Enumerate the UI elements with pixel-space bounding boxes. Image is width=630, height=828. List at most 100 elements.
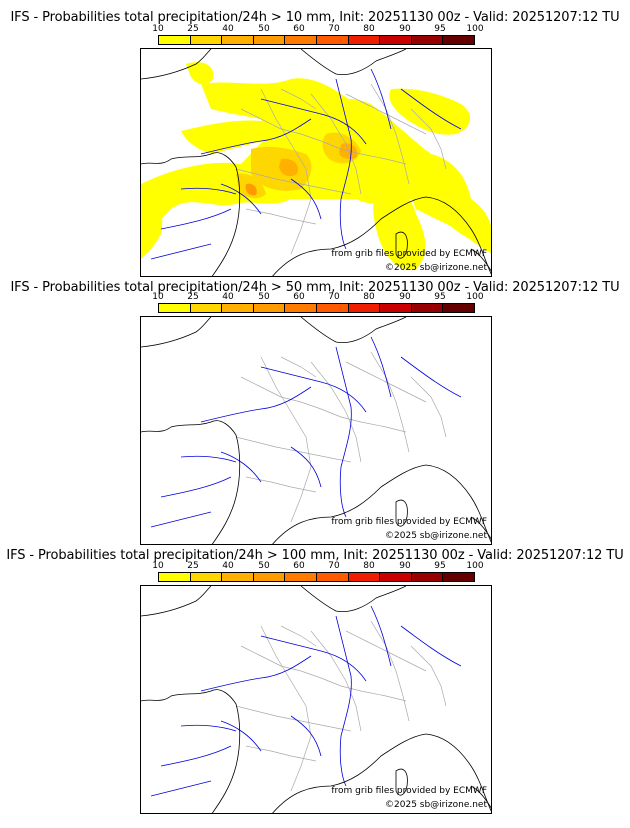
river (160, 208, 232, 230)
scale-label: 10 (152, 24, 164, 34)
panel-1-scale-labels: 10 25 40 50 60 70 80 90 95 100 (152, 24, 483, 35)
colorbar-swatch (316, 36, 349, 44)
colorbar-swatch (159, 573, 191, 581)
precip-area (339, 143, 358, 160)
region-border (260, 88, 312, 255)
river (200, 386, 312, 423)
river (220, 451, 262, 483)
scale-label: 40 (222, 292, 234, 302)
panel-1-title: IFS - Probabilities total precipitation/… (10, 10, 620, 25)
map-background (141, 317, 491, 544)
coastline (300, 317, 407, 344)
panel-1-map: from grib files provided by ECMWF ©2025 … (140, 48, 492, 277)
scale-label: 100 (466, 292, 484, 302)
coastline (395, 768, 408, 796)
region-border (410, 108, 447, 170)
coastline (141, 317, 212, 348)
region-border (260, 625, 312, 792)
scale-label: 70 (328, 292, 340, 302)
scale-label: 70 (328, 561, 340, 571)
scale-label: 60 (293, 24, 305, 34)
river (335, 615, 352, 787)
map-svg (141, 49, 491, 276)
river (150, 243, 212, 260)
scale-label: 80 (363, 292, 375, 302)
coastline (470, 785, 491, 809)
colorbar-swatch (222, 304, 254, 312)
source-credit: from grib files provided by ECMWF (331, 786, 487, 796)
scale-label: 25 (187, 24, 199, 34)
colorbar-swatch (316, 573, 349, 581)
colorbar-swatch (348, 304, 381, 312)
river (200, 655, 312, 692)
river (290, 178, 322, 220)
colorbar-swatch (348, 36, 381, 44)
colorbar-swatch (443, 36, 474, 44)
precip-area (373, 187, 426, 270)
scale-label: 10 (152, 292, 164, 302)
scale-label: 95 (434, 561, 446, 571)
river (370, 68, 392, 130)
colorbar-swatch (285, 304, 317, 312)
coastline (141, 689, 241, 813)
river (290, 446, 322, 488)
coastline (300, 49, 407, 76)
river (260, 366, 367, 413)
colorbar-swatch (159, 36, 191, 44)
colorbar-swatch (222, 36, 254, 44)
region-border (280, 88, 317, 110)
region-border (370, 83, 410, 185)
coastline (272, 733, 491, 813)
scale-label: 60 (293, 292, 305, 302)
colorbar-swatch (443, 573, 474, 581)
scale-label: 90 (399, 24, 411, 34)
scale-label: 10 (152, 561, 164, 571)
river (260, 98, 367, 145)
colorbar-swatch (190, 304, 223, 312)
scale-label: 50 (258, 561, 270, 571)
colorbar-swatch (348, 573, 381, 581)
river (370, 336, 392, 398)
coastline (272, 196, 491, 276)
scale-label: 70 (328, 24, 340, 34)
coastline (141, 420, 241, 544)
river (160, 745, 232, 767)
precip-area (279, 158, 299, 177)
copyright-credit: ©2025 sb@irizone.net (385, 531, 487, 541)
region-border (345, 630, 427, 672)
scale-label: 60 (293, 561, 305, 571)
scale-label: 95 (434, 24, 446, 34)
coastline (141, 586, 212, 617)
scale-label: 25 (187, 292, 199, 302)
precip-area (141, 198, 163, 259)
scale-label: 40 (222, 24, 234, 34)
panel-2-colorbar (158, 303, 475, 313)
coastline (395, 499, 408, 527)
colorbar-swatch (411, 573, 444, 581)
panel-2-scale-labels: 10 25 40 50 60 70 80 90 95 100 (152, 292, 483, 303)
colorbar-swatch (380, 36, 412, 44)
region-border (310, 93, 362, 195)
map-svg (141, 586, 491, 813)
panel-3-scale-labels: 10 25 40 50 60 70 80 90 95 100 (152, 561, 483, 572)
river (400, 356, 462, 398)
panel-3-title: IFS - Probabilities total precipitation/… (6, 548, 624, 563)
river (180, 187, 237, 195)
scale-label: 95 (434, 292, 446, 302)
scale-label: 50 (258, 292, 270, 302)
map-svg (141, 317, 491, 544)
panel-3-map: from grib files provided by ECMWF ©2025 … (140, 585, 492, 814)
colorbar-swatch (159, 304, 191, 312)
colorbar-swatch (411, 304, 444, 312)
colorbar-swatch (316, 304, 349, 312)
region-border (235, 436, 352, 463)
colorbar-swatch (380, 573, 412, 581)
region-border (410, 376, 447, 438)
coastline (470, 248, 491, 272)
river (200, 118, 312, 155)
colorbar-swatch (222, 573, 254, 581)
scale-label: 100 (466, 561, 484, 571)
scale-label: 80 (363, 561, 375, 571)
precip-area (141, 98, 491, 254)
coastline (141, 49, 212, 80)
